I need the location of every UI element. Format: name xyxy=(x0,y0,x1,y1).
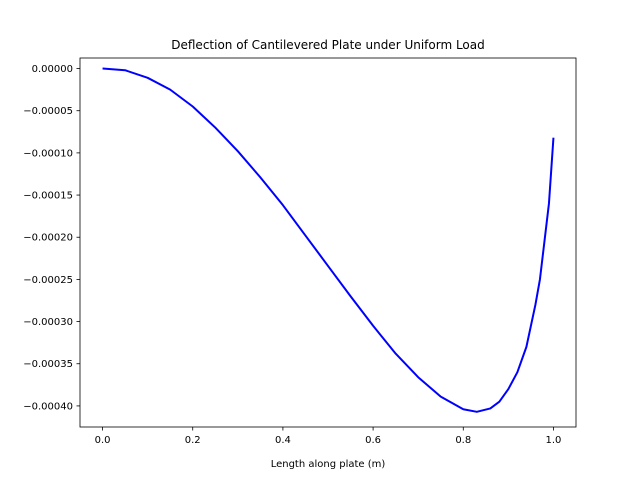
y-tick-label: −0.00030 xyxy=(23,317,73,328)
y-tick-label: −0.00005 xyxy=(23,106,73,117)
x-tick-label: 0.8 xyxy=(455,435,471,446)
plot-area: 0.0 0.2 0.4 0.6 0.8 1.0 0.00000 −0.00005 −0.0001… xyxy=(23,57,577,446)
plot-frame xyxy=(79,57,577,428)
y-tick-label: −0.00035 xyxy=(23,359,73,370)
x-tick-label: 1.0 xyxy=(546,435,562,446)
x-tick-label: 0.2 xyxy=(185,435,201,446)
x-tick-label: 0.0 xyxy=(95,435,111,446)
y-tick-label: −0.00010 xyxy=(23,148,73,159)
x-axis-label: Length along plate (m) xyxy=(271,459,386,470)
series-line-0 xyxy=(102,67,555,413)
y-tick-label: −0.00040 xyxy=(23,401,73,412)
x-tick-label: 0.6 xyxy=(365,435,381,446)
x-tick-label: 0.4 xyxy=(275,435,291,446)
y-tick-label: −0.00025 xyxy=(23,275,73,286)
y-tick-label: −0.00020 xyxy=(23,233,73,244)
y-tick-label: 0.00000 xyxy=(32,64,73,75)
chart-title: Deflection of Cantilevered Plate under U… xyxy=(171,38,485,52)
y-tick-label: −0.00015 xyxy=(23,191,73,202)
